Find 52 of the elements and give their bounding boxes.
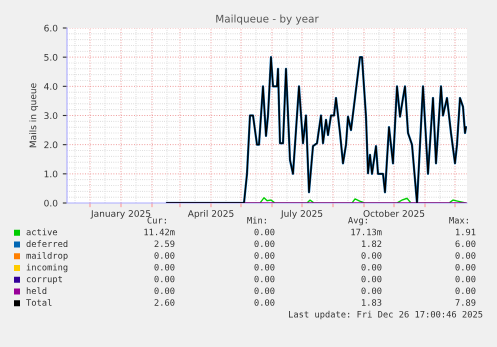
legend-label: deferred — [26, 240, 68, 248]
text: 0.00 — [254, 228, 274, 236]
text: 0.00 — [362, 264, 382, 271]
text: 0.00 — [456, 252, 476, 259]
text: 0.00 — [456, 287, 476, 294]
text: 0.00 — [254, 299, 274, 306]
legend-label: maildrop — [26, 252, 68, 261]
legend-label: Total — [26, 298, 52, 306]
legend-label: active — [26, 228, 58, 236]
text: 0.00 — [254, 252, 274, 259]
text: 6.00 — [456, 240, 476, 248]
text: 0.00 — [254, 240, 274, 248]
chart-title: Mailqueue - by year — [216, 14, 319, 25]
y-tick-label: 0.0 — [44, 200, 58, 207]
x-tick-label: April 2025 — [188, 210, 234, 219]
y-tick-label: 4.0 — [44, 83, 58, 90]
text: Min: — [247, 216, 266, 224]
text: 0.00 — [254, 276, 274, 282]
text: 7.89 — [456, 299, 476, 306]
text: Max: — [449, 217, 468, 224]
text: 0.00 — [362, 276, 382, 282]
x-tick-label: July 2025 — [280, 210, 322, 219]
text: 0.00 — [254, 264, 274, 271]
text: 1.91 — [456, 228, 476, 236]
legend-label: corrupt — [26, 276, 62, 284]
legend-label: incoming — [26, 264, 68, 272]
text: 0.00 — [362, 252, 382, 259]
y-tick-label: 5.0 — [44, 54, 58, 61]
text: 17.13m — [351, 228, 382, 236]
text: 0.00 — [154, 264, 174, 271]
text: 0.00 — [362, 287, 382, 294]
text: 2.60 — [154, 299, 174, 306]
x-tick-label: October 2025 — [364, 210, 424, 217]
text: 11.42m — [144, 228, 175, 236]
text: 0.00 — [254, 287, 274, 294]
y-axis-title: Mails in queue — [29, 83, 38, 148]
y-tick-label: 6.0 — [44, 24, 58, 32]
y-tick-label: 2.0 — [44, 141, 58, 148]
y-tick-label: 3.0 — [44, 112, 58, 120]
text: Cur: — [148, 216, 166, 224]
text: 0.00 — [456, 264, 476, 271]
text: 0.00 — [154, 276, 174, 282]
text: 1.82 — [362, 240, 382, 248]
text: 2.59 — [154, 240, 174, 248]
text: 1.83 — [362, 299, 382, 306]
legend-label: held — [26, 287, 46, 294]
text: 0.00 — [154, 287, 174, 294]
y-tick-label: 1.0 — [44, 170, 58, 178]
text: 0.00 — [154, 252, 174, 259]
text: Last update: Fri Dec 26 17:00:46 2025 — [289, 310, 482, 320]
text: 0.00 — [456, 276, 476, 282]
text: Avg: — [348, 217, 367, 226]
